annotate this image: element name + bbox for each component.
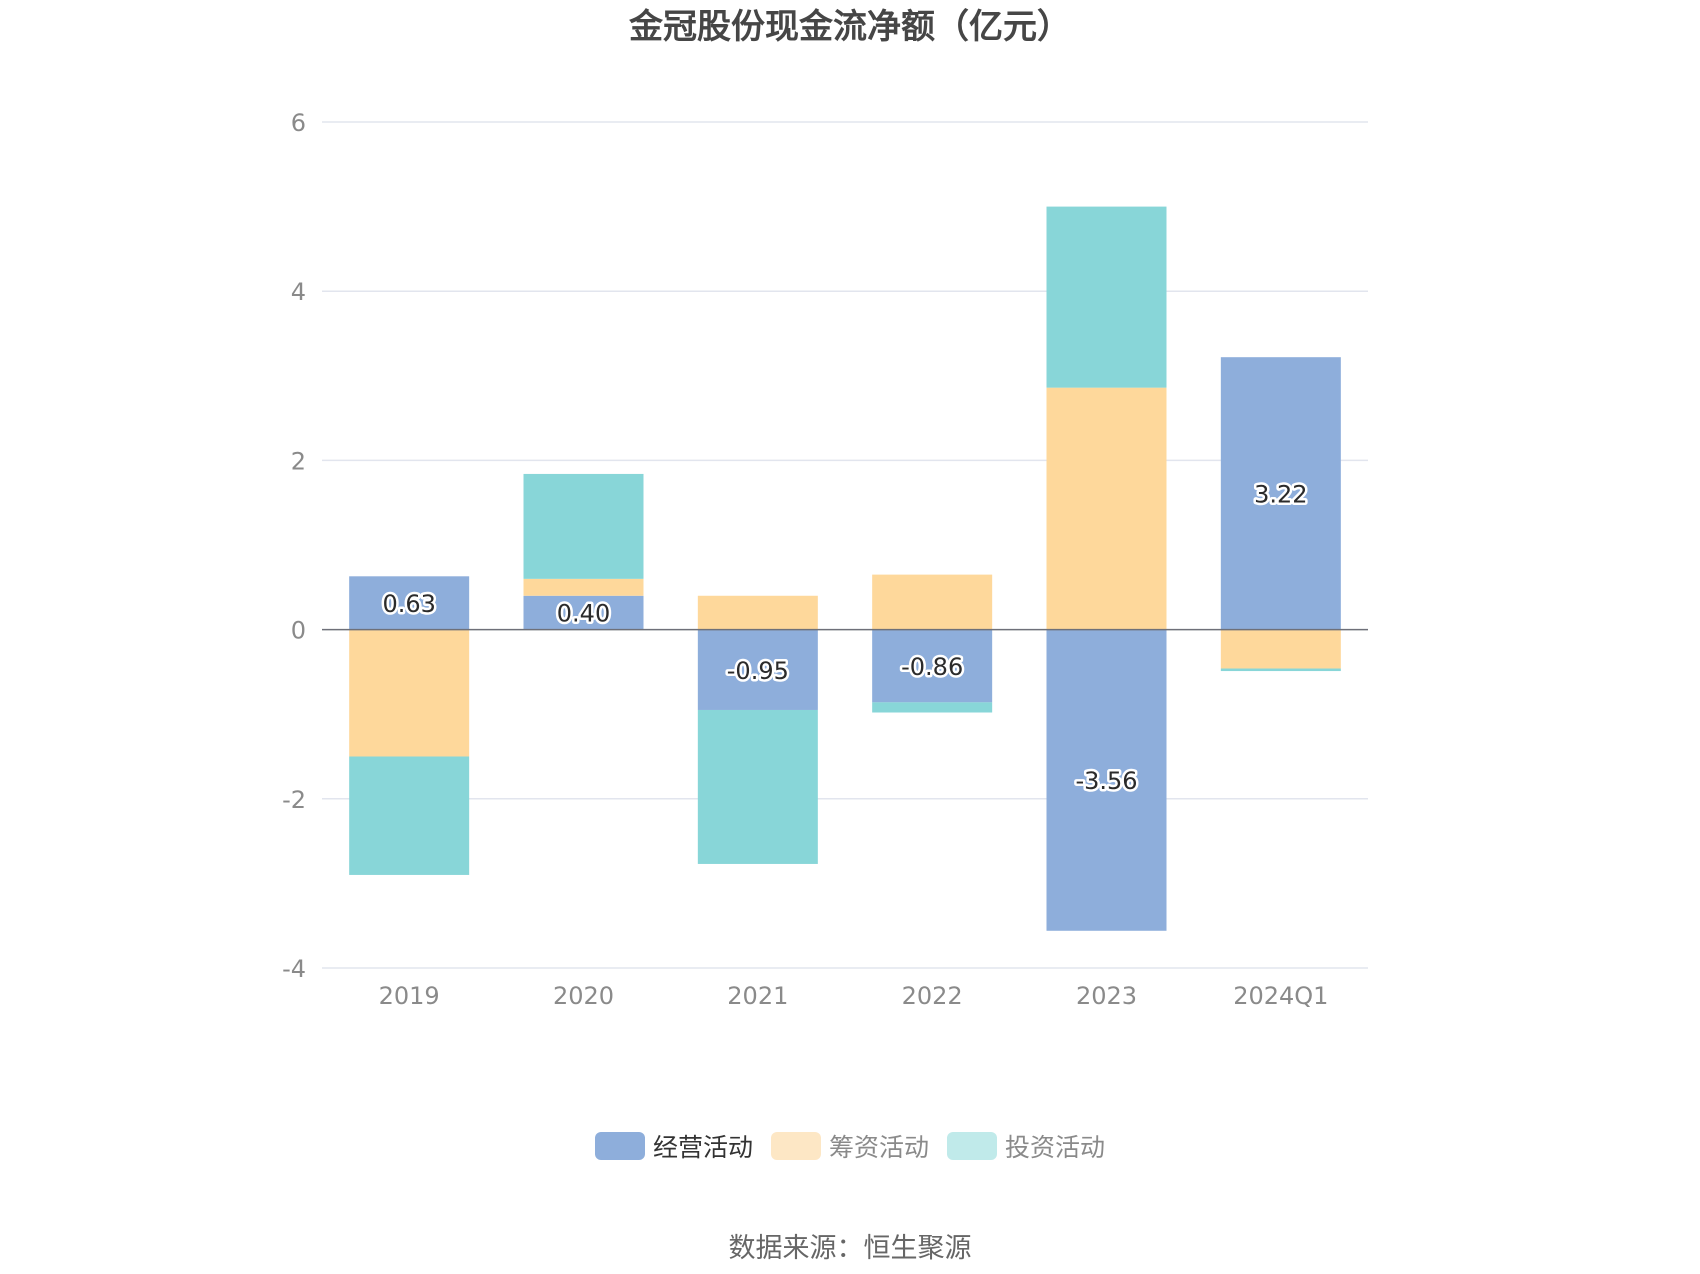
grid-lines	[322, 121, 1368, 969]
bar-investing-2019[interactable]	[349, 756, 470, 875]
data-label-2020: 0.40	[557, 600, 610, 628]
x-tick-label: 2023	[1076, 982, 1137, 1010]
bar-financing-2022[interactable]	[872, 574, 993, 630]
data-label-2022: -0.86	[901, 653, 963, 681]
y-tick-label: 0	[291, 617, 306, 645]
bar-financing-2020[interactable]	[523, 578, 644, 596]
legend-swatch-financing	[770, 1132, 821, 1160]
legend-label-investing: 投资活动	[1005, 1133, 1106, 1162]
bar-operating-2020[interactable]	[523, 595, 644, 630]
x-tick-label: 2024Q1	[1233, 982, 1328, 1010]
y-tick-label: 6	[291, 109, 306, 137]
legend-item-operating[interactable]: 经营活动	[594, 1128, 753, 1164]
bar-financing-2023[interactable]	[1046, 387, 1167, 630]
legend-swatch-investing	[947, 1132, 997, 1160]
legend-swatch-operating	[594, 1132, 645, 1160]
bar-operating-2019[interactable]	[349, 576, 470, 630]
legend-item-financing[interactable]: 筹资活动	[770, 1128, 929, 1164]
data-label-2024Q1: 3.22	[1254, 480, 1307, 508]
bar-operating-2023[interactable]	[1046, 629, 1167, 931]
bars	[349, 206, 1341, 931]
bar-investing-2023[interactable]	[1046, 206, 1167, 388]
bar-operating-2024Q1[interactable]	[1220, 357, 1341, 630]
bar-investing-2022[interactable]	[872, 702, 993, 713]
bar-investing-2024Q1[interactable]	[1220, 668, 1341, 672]
data-labels: 0.63 0.40 -0.95 -0.86 -3.56 3.22	[380, 478, 1310, 798]
x-tick-label: 2019	[379, 982, 440, 1010]
data-label-2023: -3.56	[1075, 767, 1137, 795]
y-tick-label: 2	[291, 447, 306, 475]
x-axis-ticks: 2019 2020 2021 2022 2023 2024Q1	[379, 982, 1329, 1010]
bar-financing-2024Q1[interactable]	[1220, 629, 1341, 669]
bar-financing-2019[interactable]	[349, 629, 470, 757]
legend: 经营活动 筹资活动 投资活动	[0, 1128, 1700, 1164]
data-label-2019: 0.63	[382, 590, 435, 618]
x-tick-label: 2020	[553, 982, 614, 1010]
x-tick-label: 2022	[902, 982, 963, 1010]
legend-item-investing[interactable]: 投资活动	[947, 1128, 1105, 1164]
bar-operating-2022[interactable]	[872, 629, 993, 703]
data-label-2021: -0.95	[727, 657, 789, 685]
chart-title: 金冠股份现金流净额（亿元）	[629, 7, 1071, 47]
y-axis-ticks: -4 -2 0 2 4 6	[282, 109, 306, 983]
data-source: 数据来源：恒生聚源	[728, 1233, 972, 1264]
y-tick-label: -4	[282, 955, 306, 983]
y-tick-label: 4	[291, 278, 306, 306]
bar-investing-2021[interactable]	[697, 709, 818, 864]
y-tick-label: -2	[282, 786, 306, 814]
x-tick-label: 2021	[727, 982, 788, 1010]
legend-label-financing: 筹资活动	[828, 1133, 929, 1162]
legend-label-operating: 经营活动	[652, 1133, 753, 1162]
bar-investing-2020[interactable]	[523, 473, 644, 579]
bar-operating-2021[interactable]	[697, 629, 818, 710]
bar-financing-2021[interactable]	[697, 595, 818, 630]
